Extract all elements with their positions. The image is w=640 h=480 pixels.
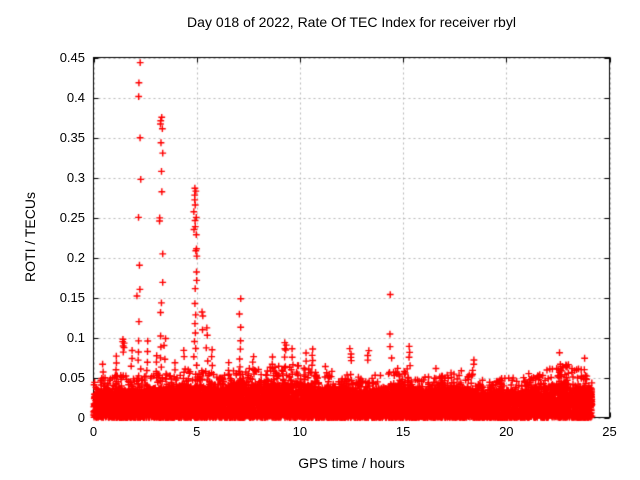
x-tick-label: 5 bbox=[193, 424, 201, 439]
x-tick-label: 10 bbox=[292, 424, 308, 439]
chart-title: Day 018 of 2022, Rate Of TEC Index for r… bbox=[187, 14, 516, 30]
y-tick-label: 0 bbox=[77, 409, 85, 425]
y-axis-title: ROTI / TECUs bbox=[22, 192, 38, 282]
y-tick-label: 0.05 bbox=[59, 369, 85, 385]
y-tick-label: 0.2 bbox=[66, 249, 85, 265]
y-tick-label: 0.3 bbox=[66, 169, 85, 185]
y-tick-label: 0.45 bbox=[59, 49, 85, 65]
x-tick-label: 25 bbox=[602, 424, 617, 439]
y-tick-label: 0.35 bbox=[59, 129, 85, 145]
y-tick-label: 0.25 bbox=[59, 209, 85, 225]
x-axis-title: GPS time / hours bbox=[298, 455, 405, 471]
y-tick-label: 0.4 bbox=[66, 89, 85, 105]
x-tick-label: 15 bbox=[395, 424, 411, 439]
x-tick-label: 0 bbox=[89, 424, 98, 439]
x-tick-label: 20 bbox=[499, 424, 514, 439]
y-tick-label: 0.15 bbox=[59, 289, 85, 305]
y-tick-label: 0.1 bbox=[66, 329, 85, 345]
